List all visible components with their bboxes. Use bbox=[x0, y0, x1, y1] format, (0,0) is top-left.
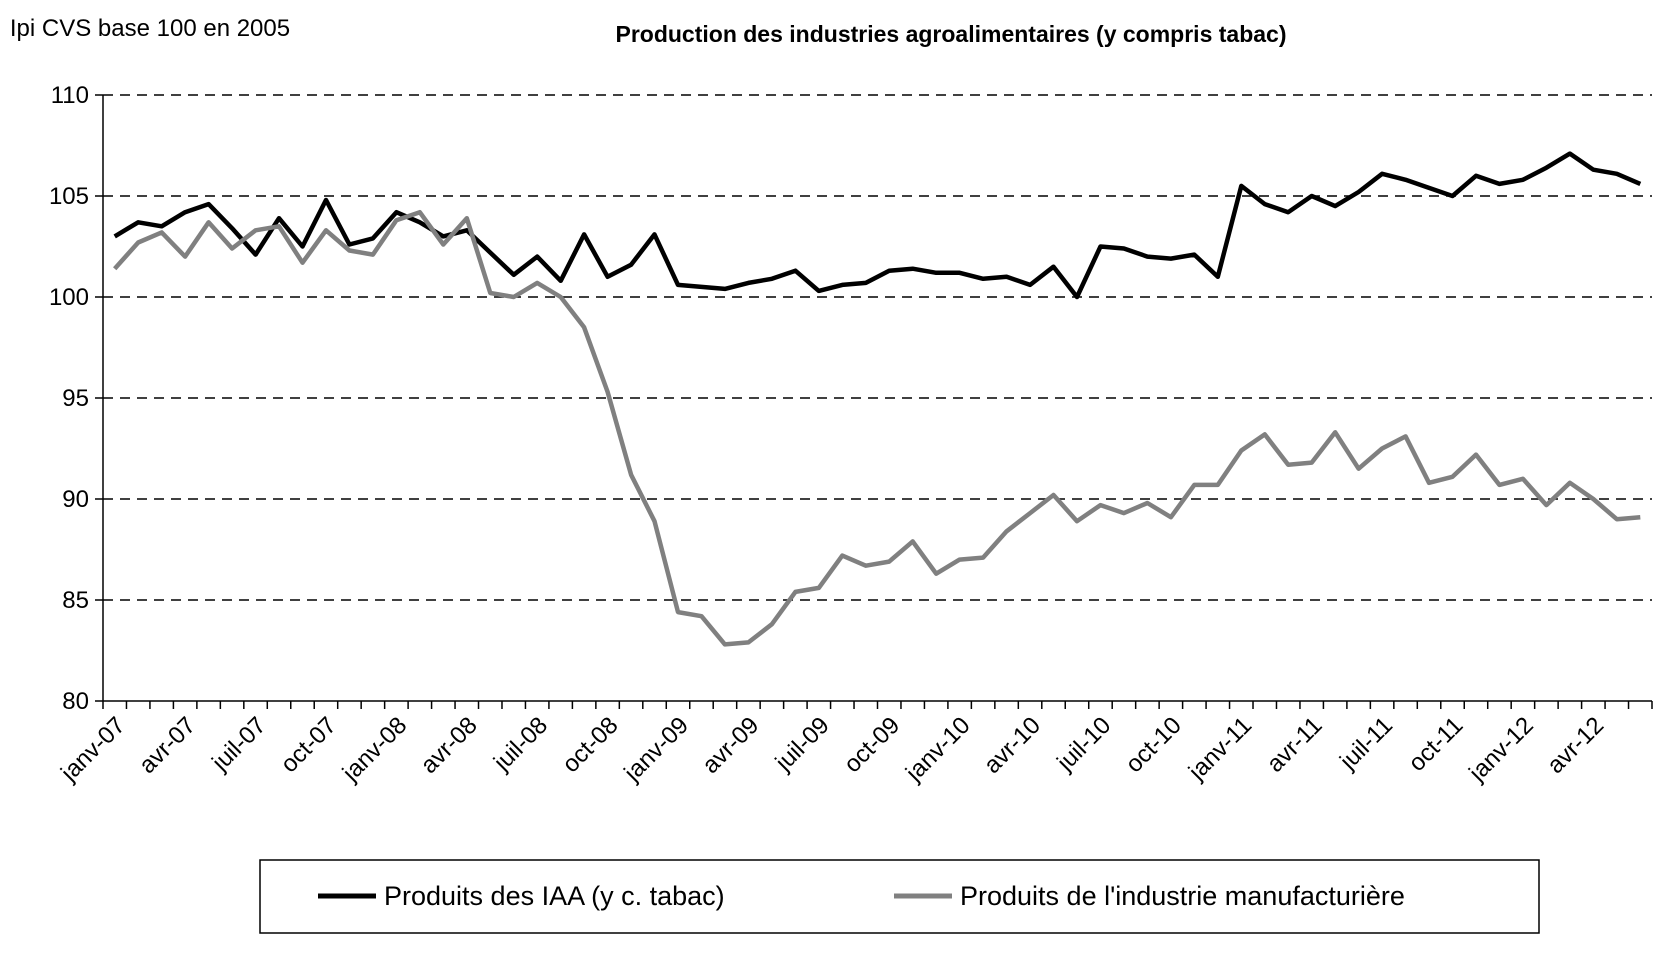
x-tick-label: oct-07 bbox=[276, 712, 342, 778]
y-tick-label: 85 bbox=[62, 587, 89, 614]
x-tick-label: janv-08 bbox=[337, 712, 412, 787]
x-tick-label: janv-09 bbox=[618, 712, 693, 787]
chart-title: Production des industries agroalimentair… bbox=[615, 21, 1286, 47]
legend-label: Produits de l'industrie manufacturière bbox=[960, 881, 1405, 911]
x-tick-label: avr-10 bbox=[979, 712, 1046, 779]
y-tick-label: 100 bbox=[49, 284, 89, 311]
series-line bbox=[113, 209, 1641, 647]
legend-box bbox=[259, 859, 1540, 934]
x-tick-label: janv-11 bbox=[1183, 712, 1257, 786]
x-tick-label: juil-11 bbox=[1334, 712, 1398, 776]
x-tick-label: janv-07 bbox=[55, 712, 130, 787]
x-tick-label: juil-07 bbox=[206, 712, 271, 777]
x-tick-label: avr-08 bbox=[415, 712, 482, 779]
x-tick-label: oct-10 bbox=[1121, 712, 1187, 778]
x-tick-label: avr-07 bbox=[134, 712, 201, 779]
x-tick-label: oct-09 bbox=[839, 712, 905, 778]
x-tick-label: avr-11 bbox=[1262, 712, 1328, 778]
x-tick-label: juil-10 bbox=[1051, 712, 1116, 777]
x-tick-label: oct-11 bbox=[1403, 712, 1468, 777]
series-line bbox=[113, 151, 1642, 300]
legend-label: Produits des IAA (y c. tabac) bbox=[384, 881, 725, 911]
x-tick-label: oct-08 bbox=[557, 712, 623, 778]
x-tick-label: janv-12 bbox=[1463, 712, 1538, 787]
y-tick-label: 110 bbox=[51, 82, 89, 109]
y-tick-label: 95 bbox=[62, 385, 89, 412]
y-axis-label: Ipi CVS base 100 en 2005 bbox=[9, 15, 291, 42]
x-tick-label: juil-09 bbox=[770, 712, 835, 777]
x-tick-label: juil-08 bbox=[488, 712, 553, 777]
x-tick-label: avr-09 bbox=[697, 712, 764, 779]
y-tick-label: 105 bbox=[49, 183, 89, 210]
y-tick-label: 90 bbox=[62, 486, 89, 513]
x-tick-label: janv-10 bbox=[900, 712, 975, 787]
x-tick-label: avr-12 bbox=[1542, 712, 1609, 779]
y-tick-label: 80 bbox=[62, 688, 89, 715]
